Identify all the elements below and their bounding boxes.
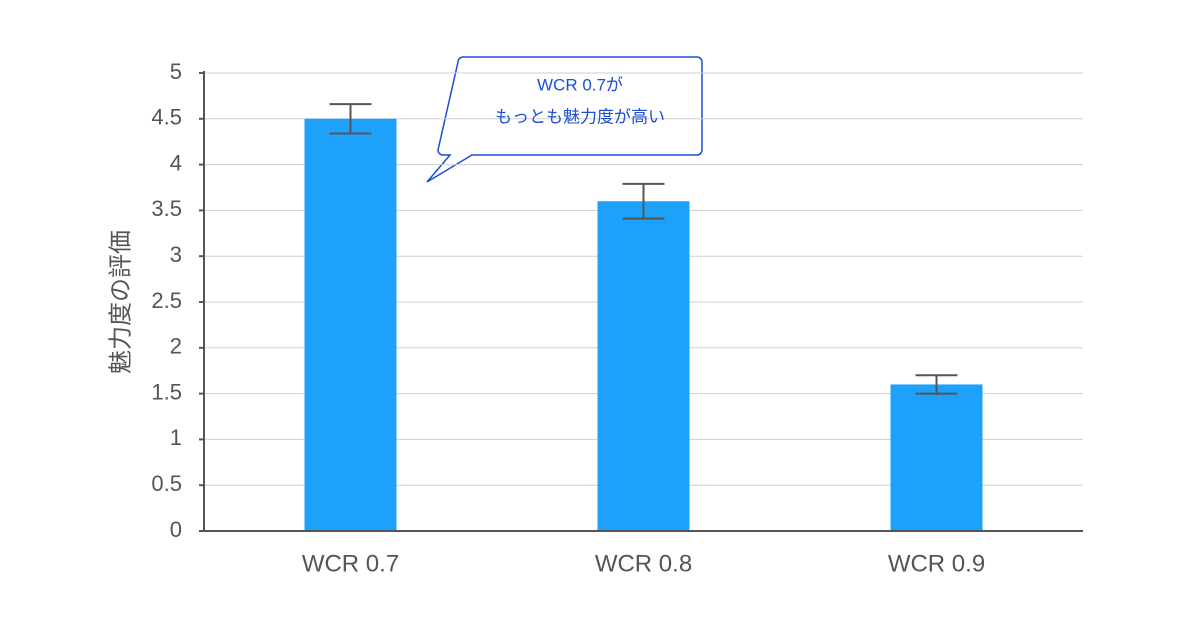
error-bar [622,182,665,220]
bar [597,201,690,532]
callout-box [426,56,703,183]
y-tick-label: 2 [170,334,182,359]
error-bar [329,103,372,135]
y-tick-label: 1.5 [151,379,182,404]
y-axis-label: 魅力度の評価 [107,230,134,374]
y-tick-label: 5 [170,59,182,84]
y-tick-label: 4 [170,150,182,175]
y-tick-label: 4.5 [151,105,182,130]
y-tick-label: 0 [170,517,182,542]
y-tick-label: 3 [170,242,182,267]
annotation-text: WCR 0.7が [537,75,623,94]
y-tick-label: 3.5 [151,196,182,221]
x-tick-label: WCR 0.8 [595,550,692,577]
y-tick-label: 1 [170,425,182,450]
annotation-text: もっとも魅力度が高い [495,107,665,126]
y-tick-label: 0.5 [151,471,182,496]
x-tick-label: WCR 0.9 [888,550,985,577]
y-tick-label: 2.5 [151,288,182,313]
bar [890,384,983,531]
bar [304,118,397,532]
x-tick-label: WCR 0.7 [302,550,399,577]
error-bar [915,374,958,395]
